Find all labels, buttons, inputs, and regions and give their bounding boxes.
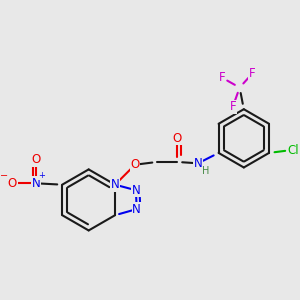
- Text: N: N: [194, 157, 203, 170]
- Text: O: O: [31, 153, 40, 166]
- Text: N: N: [132, 202, 141, 216]
- Text: N: N: [111, 178, 119, 191]
- Text: F: F: [230, 100, 236, 113]
- Text: O: O: [130, 158, 140, 171]
- Text: N: N: [131, 184, 140, 197]
- Text: −: −: [1, 170, 9, 181]
- Text: H: H: [202, 166, 209, 176]
- Text: N: N: [32, 177, 40, 190]
- Text: O: O: [8, 177, 17, 190]
- Text: Cl: Cl: [288, 144, 299, 157]
- Text: F: F: [219, 71, 226, 84]
- Text: O: O: [172, 132, 182, 145]
- Text: +: +: [38, 171, 45, 180]
- Text: F: F: [249, 67, 255, 80]
